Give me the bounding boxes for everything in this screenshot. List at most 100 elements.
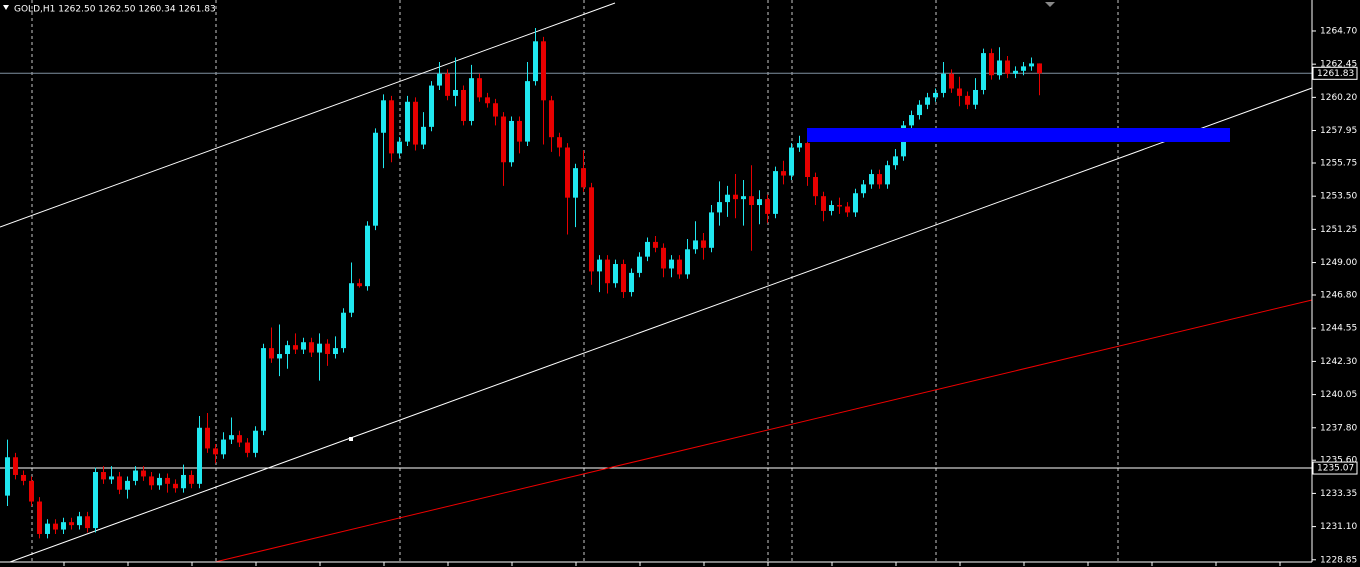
menu-icon: [3, 5, 9, 10]
candle-body: [797, 143, 802, 148]
candle-body: [245, 442, 250, 453]
candle-body: [61, 522, 66, 530]
candle-body: [1037, 63, 1042, 74]
candle-body: [501, 116, 506, 163]
candle-body: [405, 101, 410, 142]
drawing-objects: [0, 2, 1313, 563]
candle-body: [997, 60, 1002, 76]
candle-body: [717, 202, 722, 213]
candle-body: [693, 240, 698, 250]
candle-body: [133, 470, 138, 481]
candle-body: [853, 193, 858, 213]
candle-body: [653, 241, 658, 248]
candle-body: [549, 100, 554, 138]
candle-body: [325, 343, 330, 355]
candle-body: [93, 472, 98, 529]
candle-body: [317, 343, 322, 353]
candle-body: [21, 474, 26, 481]
price-label-box: [1312, 461, 1358, 475]
candle-body: [509, 120, 514, 163]
candle-body: [925, 97, 930, 105]
y-tick-label: 1228.85: [1320, 555, 1357, 565]
candle-body: [261, 348, 266, 431]
candle-body: [661, 247, 666, 269]
candle-body: [293, 345, 298, 350]
candle-body: [605, 259, 610, 284]
price-label: 1235.07: [1317, 464, 1354, 474]
candle-body: [541, 41, 546, 101]
candle-body: [741, 196, 746, 200]
shift-marker: [1045, 2, 1055, 7]
candle-body: [413, 101, 418, 145]
y-tick-label: 1233.35: [1320, 489, 1357, 499]
candle-body: [461, 89, 466, 121]
candle-body: [37, 501, 42, 534]
candle-body: [885, 165, 890, 185]
candle-body: [749, 196, 754, 206]
candle-body: [381, 100, 386, 133]
candle-body: [917, 104, 922, 116]
y-tick-label: 1262.45: [1320, 60, 1357, 70]
y-tick-label: 1240.05: [1320, 390, 1357, 400]
candle-body: [333, 348, 338, 355]
zone-rectangle: [807, 128, 1230, 142]
y-tick-label: 1242.30: [1320, 357, 1357, 367]
candle-body: [869, 174, 874, 185]
candle-body: [477, 78, 482, 98]
y-tick-label: 1264.70: [1320, 26, 1357, 36]
candle-body: [13, 457, 18, 475]
y-tick-label: 1260.20: [1320, 93, 1357, 103]
candle-body: [557, 137, 562, 148]
y-tick-label: 1249.00: [1320, 258, 1357, 268]
candle-body: [669, 259, 674, 269]
candle-body: [77, 516, 82, 526]
candle-body: [573, 168, 578, 198]
price-lines: [0, 72, 1312, 469]
candle-body: [989, 53, 994, 76]
candle-body: [773, 171, 778, 214]
candle-body: [517, 120, 522, 142]
candle-body: [965, 95, 970, 105]
y-tick-label: 1244.55: [1320, 324, 1357, 334]
candle-body: [253, 430, 258, 453]
y-tick-label: 1255.75: [1320, 158, 1357, 168]
candle-body: [893, 156, 898, 166]
candle-body: [141, 470, 146, 477]
candle-body: [365, 225, 370, 287]
candles: [5, 28, 1042, 539]
candle-body: [45, 523, 50, 534]
candle-body: [629, 272, 634, 293]
candle-body: [109, 476, 114, 480]
candle-body: [957, 88, 962, 96]
candle-body: [453, 89, 458, 96]
candle-body: [197, 427, 202, 484]
y-tick-label: 1257.95: [1320, 126, 1357, 136]
candle-body: [949, 73, 954, 89]
candle-body: [445, 73, 450, 96]
candle-body: [213, 448, 218, 455]
candle-body: [285, 345, 290, 355]
candle-body: [309, 342, 314, 353]
candle-body: [221, 439, 226, 455]
channel-upper: [0, 2, 616, 228]
candle-body: [69, 522, 74, 526]
candle-body: [973, 89, 978, 105]
candle-body: [877, 174, 882, 185]
candle-body: [101, 472, 106, 480]
candle-body: [765, 199, 770, 214]
y-tick-label: 1231.10: [1320, 522, 1357, 532]
chart-title: GOLD,H1 1262.50 1262.50 1260.34 1261.83: [14, 5, 216, 15]
candle-body: [229, 435, 234, 440]
candle-body: [525, 81, 530, 142]
candle-body: [157, 477, 162, 486]
candle-body: [125, 480, 130, 490]
candle-body: [421, 126, 426, 145]
candle-body: [389, 100, 394, 154]
candle-body: [5, 457, 10, 496]
candle-body: [357, 283, 362, 287]
candle-body: [685, 249, 690, 275]
candle-body: [1013, 70, 1018, 74]
candle-body: [637, 256, 642, 273]
